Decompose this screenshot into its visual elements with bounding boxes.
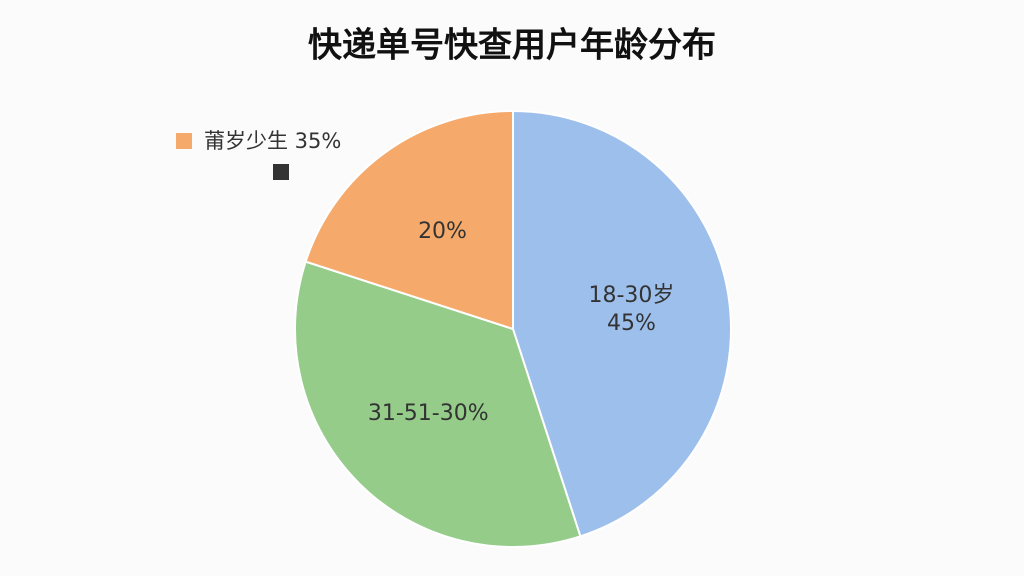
pie-slice <box>512 109 732 538</box>
annotation: 莆岁少生 35% <box>204 129 341 153</box>
slice-label: 18-30岁 <box>588 283 674 308</box>
pie-slice <box>294 260 582 548</box>
value-label: 45% <box>607 311 656 336</box>
annotation-swatch <box>176 133 192 149</box>
decor-square <box>273 164 289 180</box>
value-label: 20% <box>418 219 467 244</box>
slice-label: 31-51-30% <box>368 401 489 426</box>
chart-title: 快递单号快查用户年龄分布 <box>308 26 716 66</box>
pie-slice <box>304 109 514 331</box>
